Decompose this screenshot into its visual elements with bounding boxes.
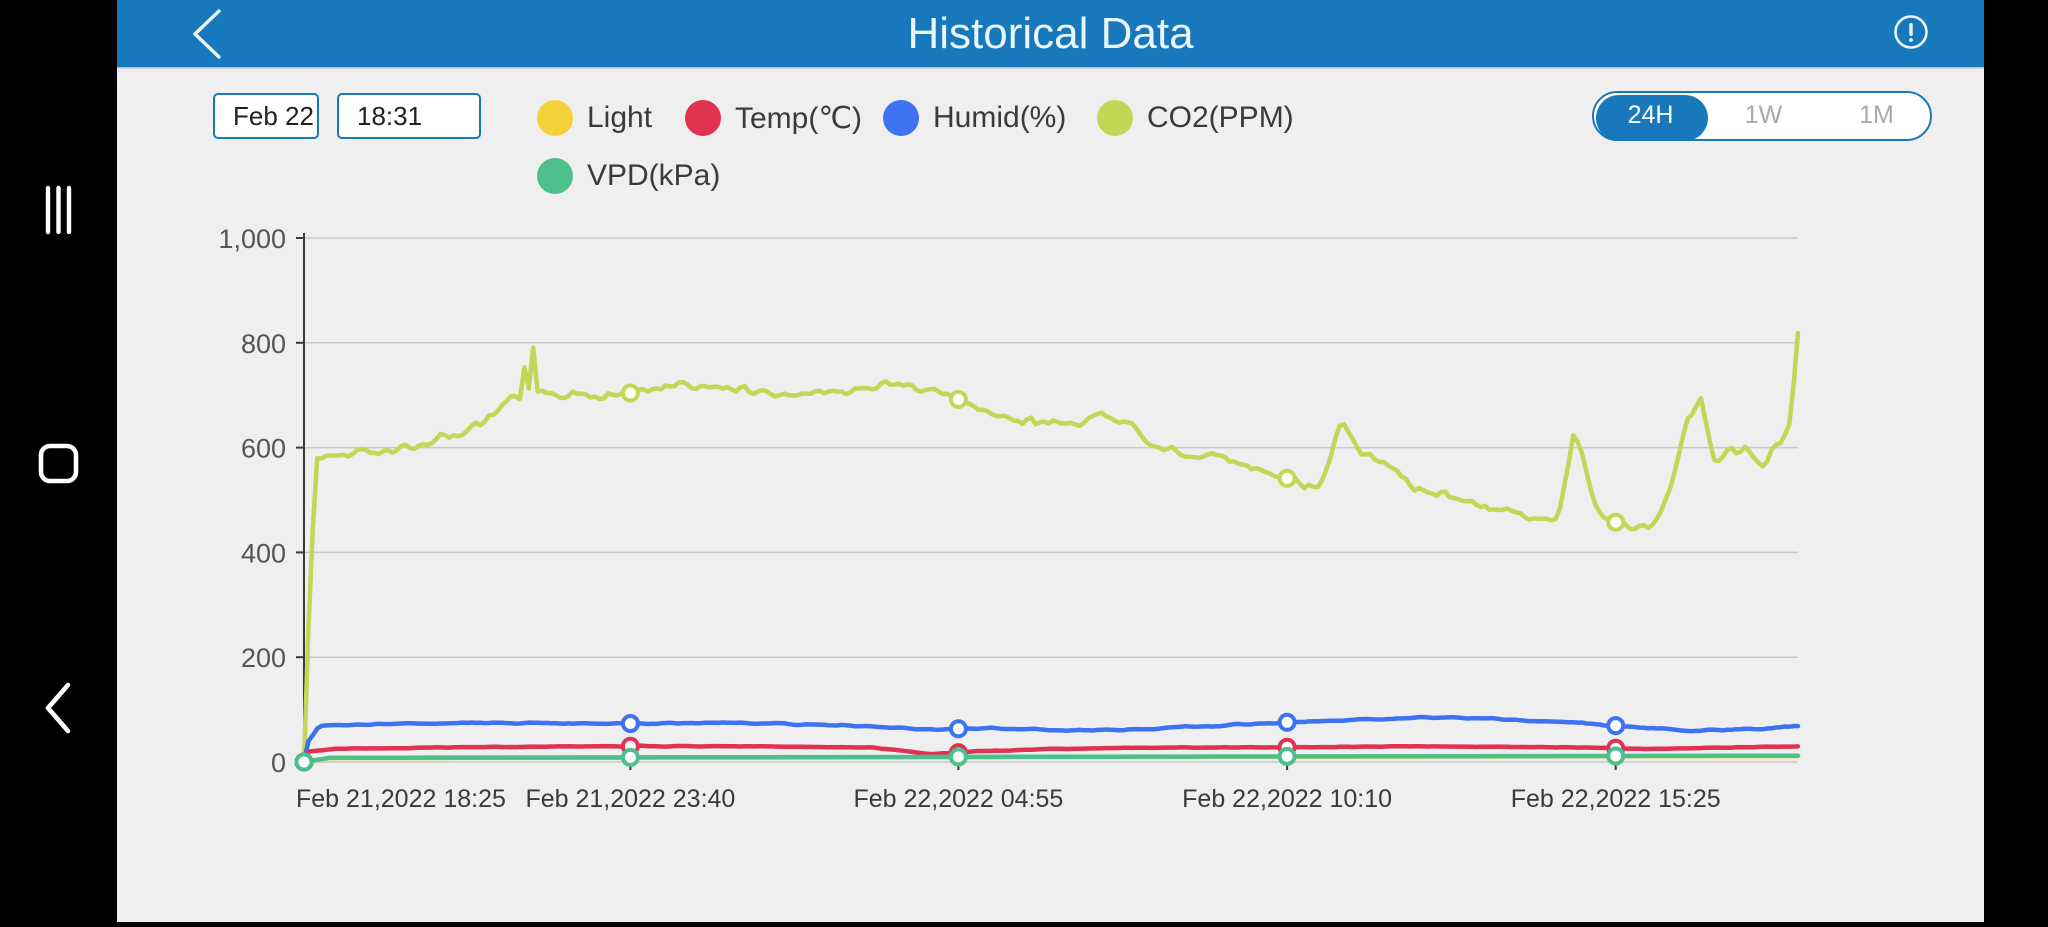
svg-text:600: 600: [241, 434, 286, 464]
svg-text:0: 0: [271, 748, 286, 778]
svg-text:Feb 22,2022 15:25: Feb 22,2022 15:25: [1511, 785, 1721, 813]
svg-text:Feb 21,2022 23:40: Feb 21,2022 23:40: [525, 785, 735, 813]
svg-text:800: 800: [241, 329, 286, 359]
svg-text:1,000: 1,000: [218, 224, 286, 254]
svg-text:400: 400: [241, 538, 286, 568]
svg-text:Feb 21,2022 18:25: Feb 21,2022 18:25: [296, 785, 506, 813]
svg-text:Feb 22,2022 10:10: Feb 22,2022 10:10: [1182, 785, 1392, 813]
svg-text:200: 200: [241, 643, 286, 673]
svg-text:Feb 22,2022 04:55: Feb 22,2022 04:55: [853, 785, 1063, 813]
